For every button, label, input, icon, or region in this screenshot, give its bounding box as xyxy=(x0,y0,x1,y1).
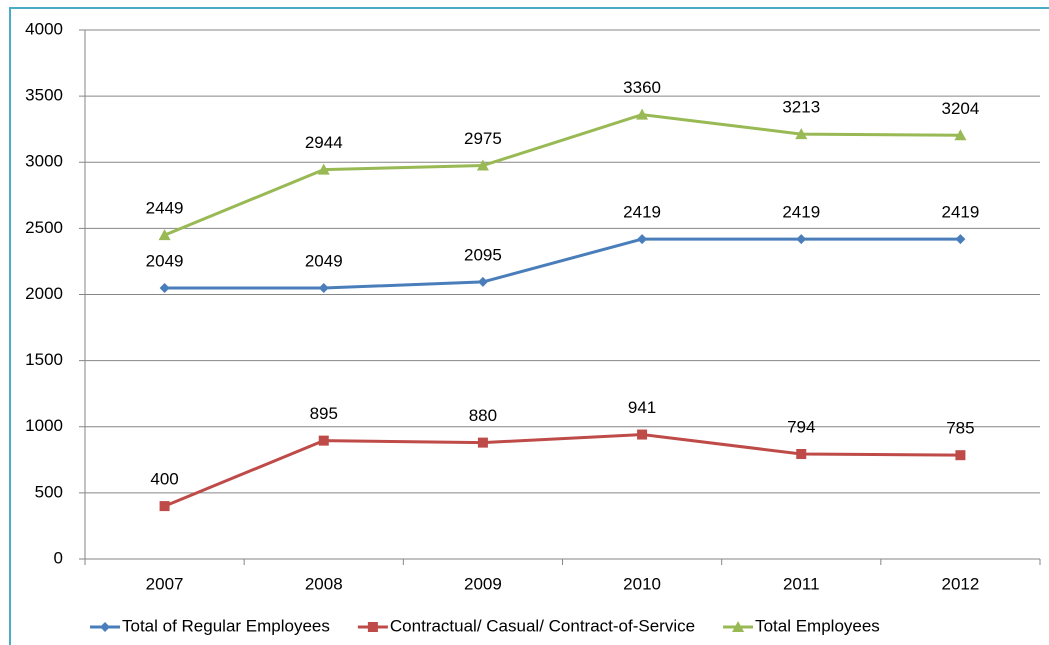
marker xyxy=(158,229,171,241)
data-label: 2944 xyxy=(305,133,343,152)
marker xyxy=(796,234,807,245)
marker xyxy=(318,283,329,294)
marker xyxy=(477,437,488,448)
x-tick-label: 2007 xyxy=(146,574,184,593)
marker xyxy=(367,622,378,632)
y-tick-label: 0 xyxy=(54,548,63,567)
marker xyxy=(795,128,808,140)
marker xyxy=(636,108,649,120)
y-tick-label: 4000 xyxy=(25,19,63,38)
x-tick-label: 2008 xyxy=(305,574,343,593)
x-tick-label: 2010 xyxy=(623,574,661,593)
marker xyxy=(159,501,170,512)
marker xyxy=(955,450,966,461)
marker xyxy=(732,621,745,632)
marker xyxy=(317,163,330,175)
legend-label: Total of Regular Employees xyxy=(122,616,330,635)
chart-frame xyxy=(9,7,1049,645)
data-label: 2419 xyxy=(782,203,820,222)
data-label: 794 xyxy=(787,417,815,436)
legend-label: Total Employees xyxy=(755,616,880,635)
y-tick-label: 3500 xyxy=(25,86,63,105)
data-label: 2049 xyxy=(146,252,184,271)
data-label: 2449 xyxy=(146,199,184,218)
marker xyxy=(476,159,489,171)
data-label: 3360 xyxy=(623,78,661,97)
marker xyxy=(477,276,488,287)
y-tick-label: 500 xyxy=(35,482,63,501)
data-label: 2095 xyxy=(464,245,502,264)
marker xyxy=(159,283,170,294)
marker xyxy=(796,448,807,459)
data-label: 785 xyxy=(946,419,974,438)
marker xyxy=(955,234,966,245)
x-tick-label: 2012 xyxy=(942,574,980,593)
y-tick-label: 2000 xyxy=(25,284,63,303)
data-label: 400 xyxy=(150,470,178,489)
marker xyxy=(318,435,329,446)
y-tick-label: 1000 xyxy=(25,416,63,435)
x-tick-label: 2009 xyxy=(464,574,502,593)
marker xyxy=(954,129,967,141)
data-label: 895 xyxy=(310,404,338,423)
x-tick-label: 2011 xyxy=(783,574,820,593)
marker xyxy=(637,429,648,440)
y-tick-label: 1500 xyxy=(25,350,63,369)
series-line xyxy=(164,113,961,237)
data-label: 3204 xyxy=(942,99,980,118)
legend-label: Contractual/ Casual/ Contract-of-Service xyxy=(390,616,695,635)
data-label: 3213 xyxy=(782,98,820,117)
data-label: 2975 xyxy=(464,129,502,148)
y-tick-label: 3000 xyxy=(25,152,63,171)
data-label: 880 xyxy=(469,406,497,425)
marker xyxy=(100,622,110,632)
data-label: 941 xyxy=(628,398,656,417)
data-label: 2049 xyxy=(305,252,343,271)
series-line xyxy=(164,433,961,508)
y-tick-label: 2500 xyxy=(25,218,63,237)
series-line xyxy=(164,237,961,290)
data-label: 2419 xyxy=(942,203,980,222)
marker xyxy=(637,234,648,245)
data-label: 2419 xyxy=(623,203,661,222)
